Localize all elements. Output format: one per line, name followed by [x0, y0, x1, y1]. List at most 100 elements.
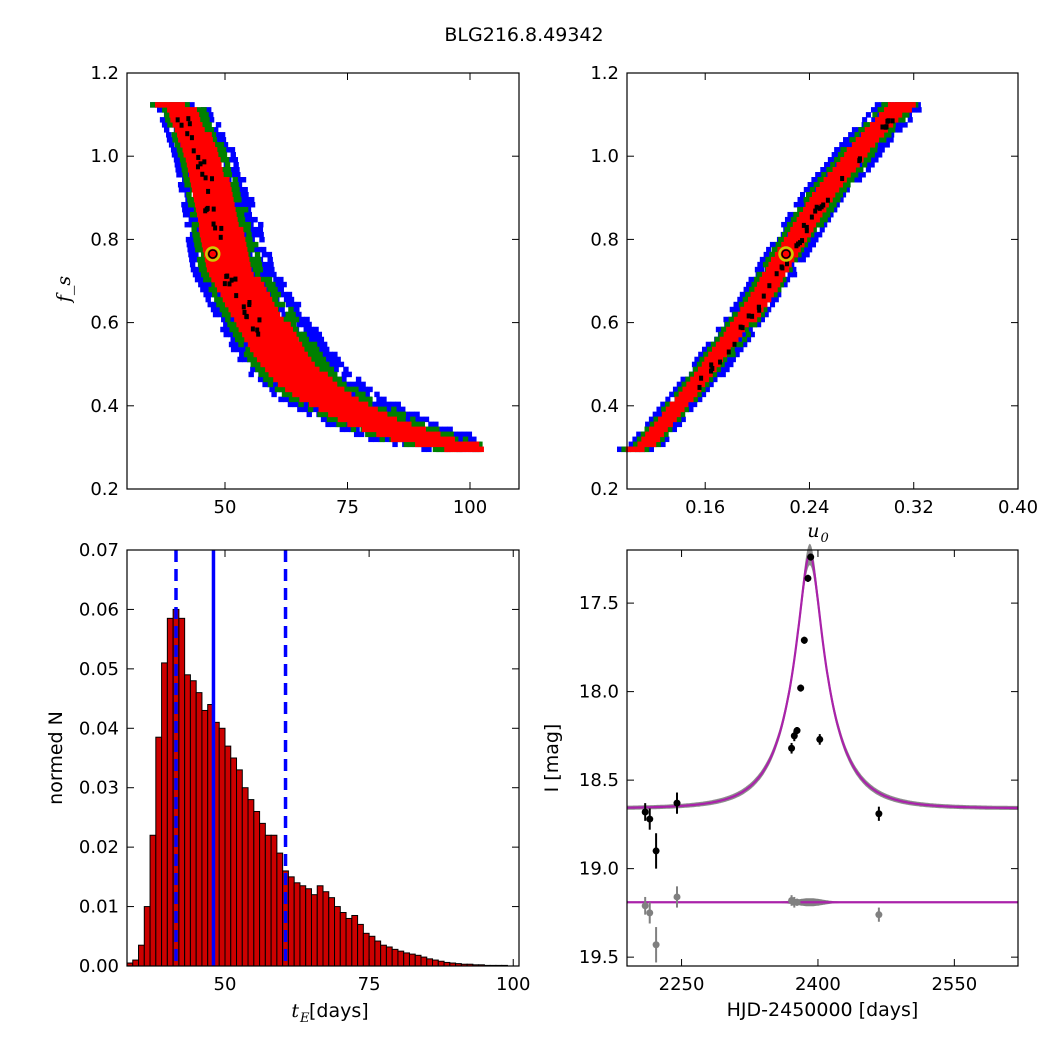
cell-1sigma [754, 286, 760, 293]
cell-1sigma [231, 241, 237, 248]
cell-1sigma [897, 107, 903, 113]
cell-2sigma [234, 211, 240, 218]
cell-best [179, 122, 184, 128]
cell-3sigma [260, 246, 267, 253]
cell-1sigma [196, 211, 203, 218]
cell-1sigma [272, 341, 278, 348]
cell-1sigma [649, 431, 655, 438]
cell-1sigma [775, 281, 781, 288]
cell-1sigma [209, 271, 215, 278]
cell-1sigma [639, 446, 645, 453]
cell-1sigma [204, 142, 211, 148]
cell-1sigma [191, 132, 198, 138]
cell-1sigma [293, 336, 299, 343]
y-tick-label: 18.5 [579, 770, 619, 791]
histogram-bar [189, 680, 197, 967]
cell-1sigma [200, 236, 207, 243]
cell-1sigma [679, 406, 685, 413]
cell-best [814, 204, 819, 210]
cell-2sigma [225, 316, 231, 323]
cell-1sigma [292, 381, 299, 388]
cell-1sigma [910, 102, 916, 108]
cell-3sigma [812, 186, 818, 193]
cell-3sigma [186, 206, 193, 213]
cell-1sigma [224, 256, 230, 263]
cell-2sigma [400, 411, 407, 418]
cell-1sigma [321, 391, 328, 398]
cell-1sigma [262, 341, 268, 348]
cell-2sigma [872, 112, 878, 118]
cell-3sigma [851, 127, 857, 133]
cell-1sigma [287, 376, 294, 383]
x-tick-label: 0.32 [894, 497, 934, 518]
cell-1sigma [245, 276, 252, 283]
cell-1sigma [721, 351, 727, 358]
cell-1sigma [811, 221, 817, 228]
cell-3sigma [827, 157, 833, 163]
cell-3sigma [632, 436, 638, 443]
cell-3sigma [222, 142, 229, 148]
cell-3sigma [413, 416, 420, 423]
cell-2sigma [742, 336, 748, 343]
cell-2sigma [203, 266, 210, 273]
cell-1sigma [794, 226, 800, 233]
cell-2sigma [711, 371, 718, 378]
cell-1sigma [809, 196, 815, 203]
cell-1sigma [695, 381, 701, 388]
cell-1sigma [249, 281, 255, 288]
cell-1sigma [265, 321, 272, 328]
cell-1sigma [318, 396, 325, 403]
cell-1sigma [395, 431, 402, 438]
cell-3sigma [672, 421, 678, 428]
cell-best [186, 116, 191, 122]
cell-1sigma [707, 371, 713, 378]
y-tick-label: 0.4 [590, 396, 619, 417]
cell-1sigma [197, 167, 204, 173]
y-tick-label: 19.5 [579, 947, 619, 968]
cell-1sigma [805, 201, 811, 208]
cell-1sigma [169, 112, 175, 118]
cell-2sigma [809, 186, 815, 193]
cell-2sigma [854, 132, 860, 138]
cell-3sigma [321, 341, 328, 348]
cell-2sigma [751, 281, 757, 288]
cell-3sigma [319, 346, 325, 353]
cell-3sigma [276, 281, 282, 288]
cell-2sigma [704, 381, 710, 388]
cell-3sigma [376, 396, 382, 403]
cell-3sigma [447, 426, 453, 433]
cell-2sigma [251, 261, 258, 268]
cell-1sigma [235, 236, 241, 243]
cell-3sigma [791, 266, 797, 273]
cell-3sigma [740, 331, 746, 338]
cell-2sigma [211, 281, 217, 288]
cell-3sigma [181, 201, 187, 208]
cell-2sigma [186, 191, 192, 198]
cell-1sigma [266, 331, 272, 338]
cell-1sigma [879, 132, 885, 138]
cell-1sigma [234, 316, 240, 323]
cell-2sigma [233, 181, 239, 188]
cell-1sigma [464, 441, 470, 448]
cell-2sigma [279, 386, 286, 393]
cell-1sigma [291, 331, 297, 338]
cell-1sigma [215, 261, 222, 268]
cell-1sigma [284, 361, 291, 368]
cell-3sigma [456, 436, 462, 443]
cell-1sigma [688, 396, 694, 403]
cell-1sigma [259, 301, 265, 308]
cell-1sigma [390, 436, 397, 443]
cell-1sigma [248, 271, 254, 278]
cell-1sigma [281, 356, 287, 363]
cell-3sigma [390, 401, 397, 408]
cell-3sigma [240, 346, 247, 353]
best-fit-marker-inner [781, 249, 791, 259]
cell-1sigma [704, 356, 710, 363]
cell-1sigma [189, 177, 196, 183]
cell-1sigma [766, 271, 772, 278]
cell-2sigma [176, 147, 183, 153]
cell-1sigma [292, 351, 299, 358]
data-point [793, 727, 801, 735]
cell-1sigma [224, 231, 230, 238]
cell-1sigma [342, 411, 349, 418]
